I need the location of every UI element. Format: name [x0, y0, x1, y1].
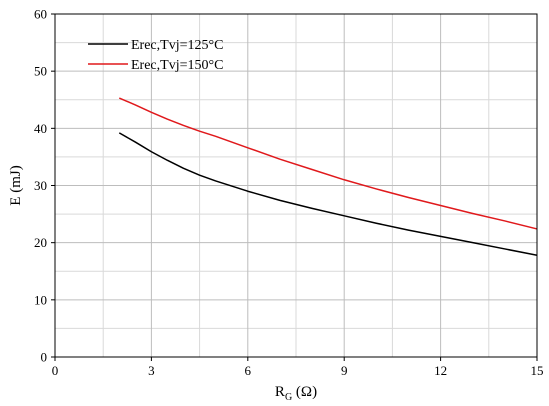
- major-grid: [55, 14, 537, 357]
- x-tick-label: 15: [531, 363, 544, 378]
- y-tick-label: 50: [34, 64, 47, 79]
- y-tick-labels: 0 10 20 30 40 50 60: [34, 7, 47, 365]
- legend-label-125c: Erec,Tvj=125°C: [131, 38, 223, 53]
- y-tick-label: 30: [34, 178, 47, 193]
- x-tick-label: 6: [245, 363, 252, 378]
- y-tick-label: 20: [34, 235, 47, 250]
- x-tick-label: 3: [148, 363, 155, 378]
- x-axis-label: RG (Ω): [275, 384, 317, 403]
- x-tick-label: 0: [52, 363, 59, 378]
- x-axis-label-subscript: G: [285, 392, 292, 403]
- x-tick-label: 12: [434, 363, 447, 378]
- series-line-0: [118, 132, 538, 256]
- y-tick-label: 0: [41, 350, 48, 365]
- legend-label-150c: Erec,Tvj=150°C: [131, 58, 223, 73]
- tick-marks: [51, 13, 538, 361]
- y-tick-label: 60: [34, 7, 47, 22]
- x-axis-label-main: R: [275, 384, 285, 400]
- series-layer: [118, 97, 538, 256]
- x-tick-label: 9: [341, 363, 348, 378]
- y-axis-label: E (mJ): [8, 165, 24, 205]
- legend: Erec,Tvj=125°C Erec,Tvj=150°C: [88, 38, 223, 73]
- series-line-1: [118, 97, 538, 230]
- x-tick-labels: 0 3 6 9 12 15: [52, 363, 544, 378]
- x-axis-label-unit: (Ω): [292, 384, 317, 400]
- y-tick-label: 10: [34, 292, 47, 307]
- y-tick-label: 40: [34, 121, 47, 136]
